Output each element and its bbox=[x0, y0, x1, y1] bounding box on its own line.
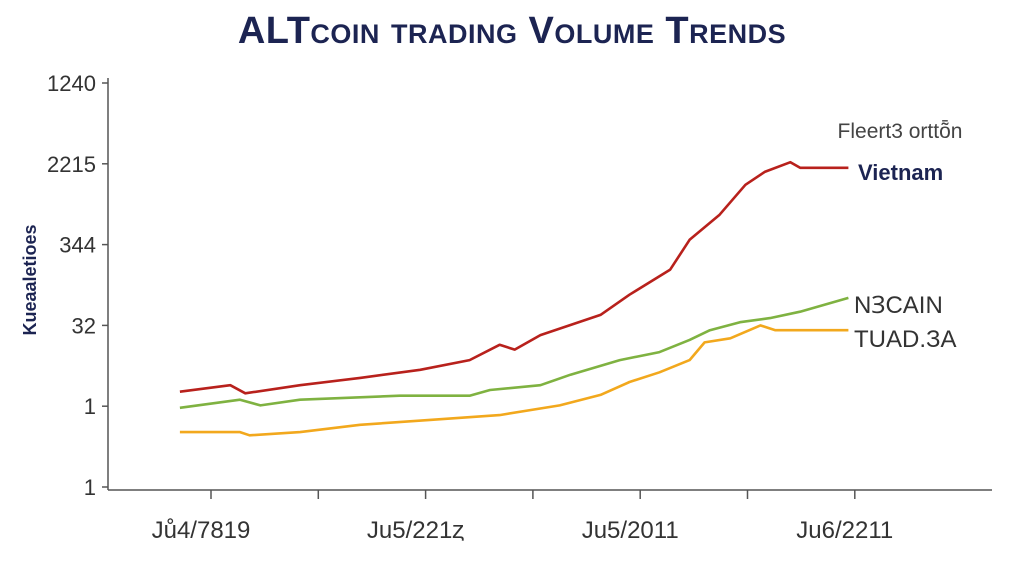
series-line-2 bbox=[179, 296, 849, 410]
y-tick-label: 1240 bbox=[47, 71, 96, 96]
legend-label-series-3: TUAD.ЗA bbox=[854, 326, 957, 353]
x-tick-label: Jů4/7819 bbox=[152, 517, 251, 544]
legend-label-series-2: NꞫCAIN bbox=[854, 292, 943, 319]
y-tick-label: 32 bbox=[72, 313, 96, 338]
x-tick-label: Ju5/2011 bbox=[582, 517, 679, 544]
series-line-1 bbox=[179, 160, 849, 395]
y-axis-label: Kueaaletioes bbox=[20, 224, 40, 335]
y-tick-label: 344 bbox=[59, 233, 96, 258]
chart-title: ALTcoin trading Volume Trends bbox=[237, 10, 787, 52]
axes: 1 1 32 344 2215 1240 Jů4/7819 Ju5/221ȥ Ju5/2011 J… bbox=[47, 71, 992, 544]
series-lines bbox=[179, 160, 849, 437]
legend-note: Fleert3 orttȭn bbox=[838, 120, 963, 143]
x-tick-label: Ju5/221ȥ bbox=[367, 517, 464, 544]
x-tick-label: Ju6/2211 bbox=[796, 517, 893, 544]
series-line-3 bbox=[179, 324, 849, 437]
y-tick-label: 2215 bbox=[47, 152, 96, 177]
legend-label-vietnam: Vietnam bbox=[858, 160, 943, 185]
y-tick-label: 1 bbox=[84, 394, 96, 419]
y-tick-label: 1 bbox=[84, 475, 96, 500]
